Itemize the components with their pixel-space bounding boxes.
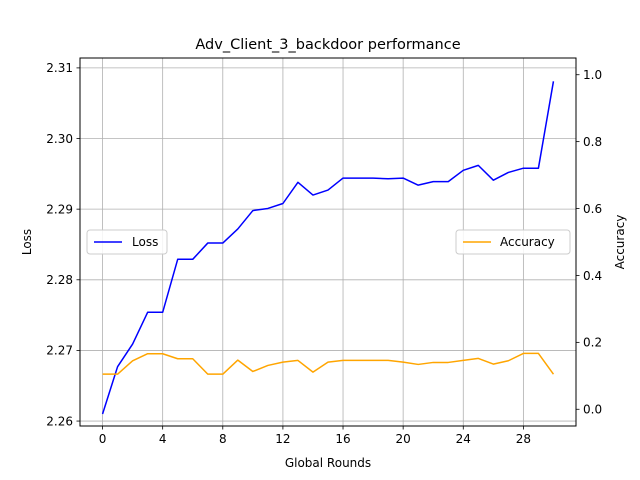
y-axis-label: Loss bbox=[20, 229, 34, 255]
y-tick-label-5: 2.31 bbox=[46, 61, 73, 75]
y-tick-label-4: 2.30 bbox=[46, 132, 73, 146]
x-tick-label-4: 16 bbox=[335, 432, 350, 446]
legend-accuracy: Accuracy bbox=[455, 229, 571, 255]
legend-loss-label: Loss bbox=[132, 235, 158, 249]
y2-tick-label-1: 0.2 bbox=[583, 336, 602, 350]
x-tick-label-3: 12 bbox=[275, 432, 290, 446]
chart-title: Adv_Client_3_backdoor performance bbox=[195, 37, 460, 53]
y-tick-label-1: 2.27 bbox=[46, 344, 73, 358]
series-lines bbox=[101, 81, 555, 415]
y2-tick-label-3: 0.6 bbox=[583, 202, 602, 216]
x-tick-label-6: 24 bbox=[456, 432, 471, 446]
x-tick-label-5: 20 bbox=[396, 432, 411, 446]
x-tick-label-1: 4 bbox=[159, 432, 167, 446]
series-line-loss bbox=[101, 81, 555, 415]
x-tick-label-7: 28 bbox=[516, 432, 531, 446]
series-line-accuracy bbox=[102, 352, 555, 375]
legend-loss-box bbox=[86, 229, 168, 255]
y-tick-label-3: 2.29 bbox=[46, 202, 73, 216]
plot-frame bbox=[79, 57, 577, 427]
y2-tick-label-0: 0.0 bbox=[583, 403, 602, 417]
y2-tick-label-4: 0.8 bbox=[583, 135, 602, 149]
x-tick-label-2: 8 bbox=[219, 432, 227, 446]
legend-accuracy-box bbox=[455, 229, 571, 255]
y2-axis-label: Accuracy bbox=[613, 215, 627, 270]
y-tick-label-0: 2.26 bbox=[46, 414, 73, 428]
y-axis-right: 0.0 0.2 0.4 0.6 0.8 1.0 bbox=[576, 68, 602, 417]
y2-tick-label-2: 0.4 bbox=[583, 269, 602, 283]
grid bbox=[80, 58, 576, 426]
legend-loss: Loss bbox=[86, 229, 168, 255]
y-axis-left: 2.26 2.27 2.28 2.29 2.30 2.31 bbox=[46, 61, 80, 428]
x-axis: 0 4 8 12 16 20 24 28 bbox=[99, 426, 531, 446]
legend-accuracy-label: Accuracy bbox=[500, 235, 555, 249]
x-tick-label-0: 0 bbox=[99, 432, 107, 446]
y2-tick-label-5: 1.0 bbox=[583, 68, 602, 82]
x-axis-label: Global Rounds bbox=[285, 456, 371, 470]
y-tick-label-2: 2.28 bbox=[46, 273, 73, 287]
